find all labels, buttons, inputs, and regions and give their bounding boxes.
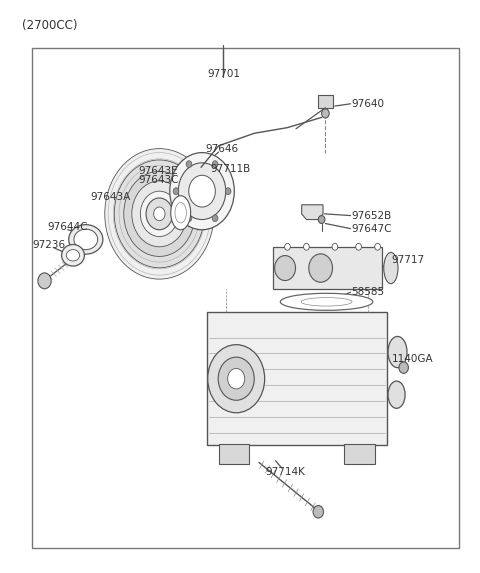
Circle shape bbox=[146, 198, 173, 230]
Circle shape bbox=[208, 345, 264, 413]
Text: 97236: 97236 bbox=[32, 240, 65, 249]
Ellipse shape bbox=[280, 293, 373, 311]
Circle shape bbox=[303, 244, 309, 250]
Circle shape bbox=[179, 163, 226, 219]
Circle shape bbox=[189, 175, 216, 207]
Text: 97646: 97646 bbox=[205, 144, 239, 154]
Ellipse shape bbox=[388, 381, 405, 409]
Circle shape bbox=[186, 161, 192, 167]
Ellipse shape bbox=[69, 225, 103, 254]
Polygon shape bbox=[301, 205, 323, 219]
Circle shape bbox=[186, 215, 192, 222]
Text: 97714K: 97714K bbox=[265, 467, 305, 477]
Bar bbox=[273, 247, 383, 289]
Bar bbox=[318, 95, 333, 108]
Ellipse shape bbox=[171, 196, 191, 230]
Text: 97711B: 97711B bbox=[211, 164, 251, 174]
Text: 97701: 97701 bbox=[207, 69, 240, 79]
Circle shape bbox=[313, 505, 324, 518]
Circle shape bbox=[285, 244, 290, 250]
Circle shape bbox=[225, 188, 231, 195]
Circle shape bbox=[124, 171, 195, 257]
Circle shape bbox=[105, 148, 214, 279]
Circle shape bbox=[114, 160, 204, 268]
Circle shape bbox=[170, 152, 234, 230]
Bar bbox=[32, 48, 459, 548]
Text: 58585: 58585 bbox=[351, 287, 384, 297]
Circle shape bbox=[228, 368, 245, 389]
Circle shape bbox=[332, 244, 338, 250]
Text: 97640: 97640 bbox=[351, 99, 384, 109]
Text: 97643C: 97643C bbox=[138, 175, 179, 186]
Circle shape bbox=[212, 215, 218, 222]
Circle shape bbox=[356, 244, 361, 250]
Bar bbox=[344, 444, 375, 464]
Text: 97643A: 97643A bbox=[91, 192, 131, 202]
Text: 1140GA: 1140GA bbox=[392, 354, 433, 363]
Ellipse shape bbox=[175, 202, 186, 223]
Circle shape bbox=[173, 188, 179, 195]
Text: 97643E: 97643E bbox=[138, 166, 178, 176]
Circle shape bbox=[318, 215, 325, 223]
Text: 97717: 97717 bbox=[392, 256, 425, 265]
Circle shape bbox=[399, 362, 408, 374]
Ellipse shape bbox=[74, 229, 97, 250]
Text: (2700CC): (2700CC) bbox=[22, 19, 77, 32]
Circle shape bbox=[212, 161, 218, 167]
Ellipse shape bbox=[388, 336, 407, 368]
Ellipse shape bbox=[384, 253, 398, 284]
Circle shape bbox=[218, 357, 254, 401]
Text: 97652B: 97652B bbox=[351, 210, 392, 221]
Circle shape bbox=[375, 244, 381, 250]
Circle shape bbox=[38, 273, 51, 289]
Circle shape bbox=[154, 207, 165, 221]
Text: 97647C: 97647C bbox=[351, 223, 392, 234]
Ellipse shape bbox=[66, 250, 80, 261]
Circle shape bbox=[275, 256, 296, 281]
Text: 97644C: 97644C bbox=[48, 222, 88, 232]
Circle shape bbox=[309, 254, 333, 282]
Circle shape bbox=[140, 191, 179, 237]
Circle shape bbox=[132, 181, 187, 247]
Bar bbox=[207, 312, 387, 445]
Ellipse shape bbox=[61, 245, 84, 266]
Circle shape bbox=[322, 109, 329, 118]
Ellipse shape bbox=[301, 297, 352, 306]
Bar bbox=[219, 444, 250, 464]
